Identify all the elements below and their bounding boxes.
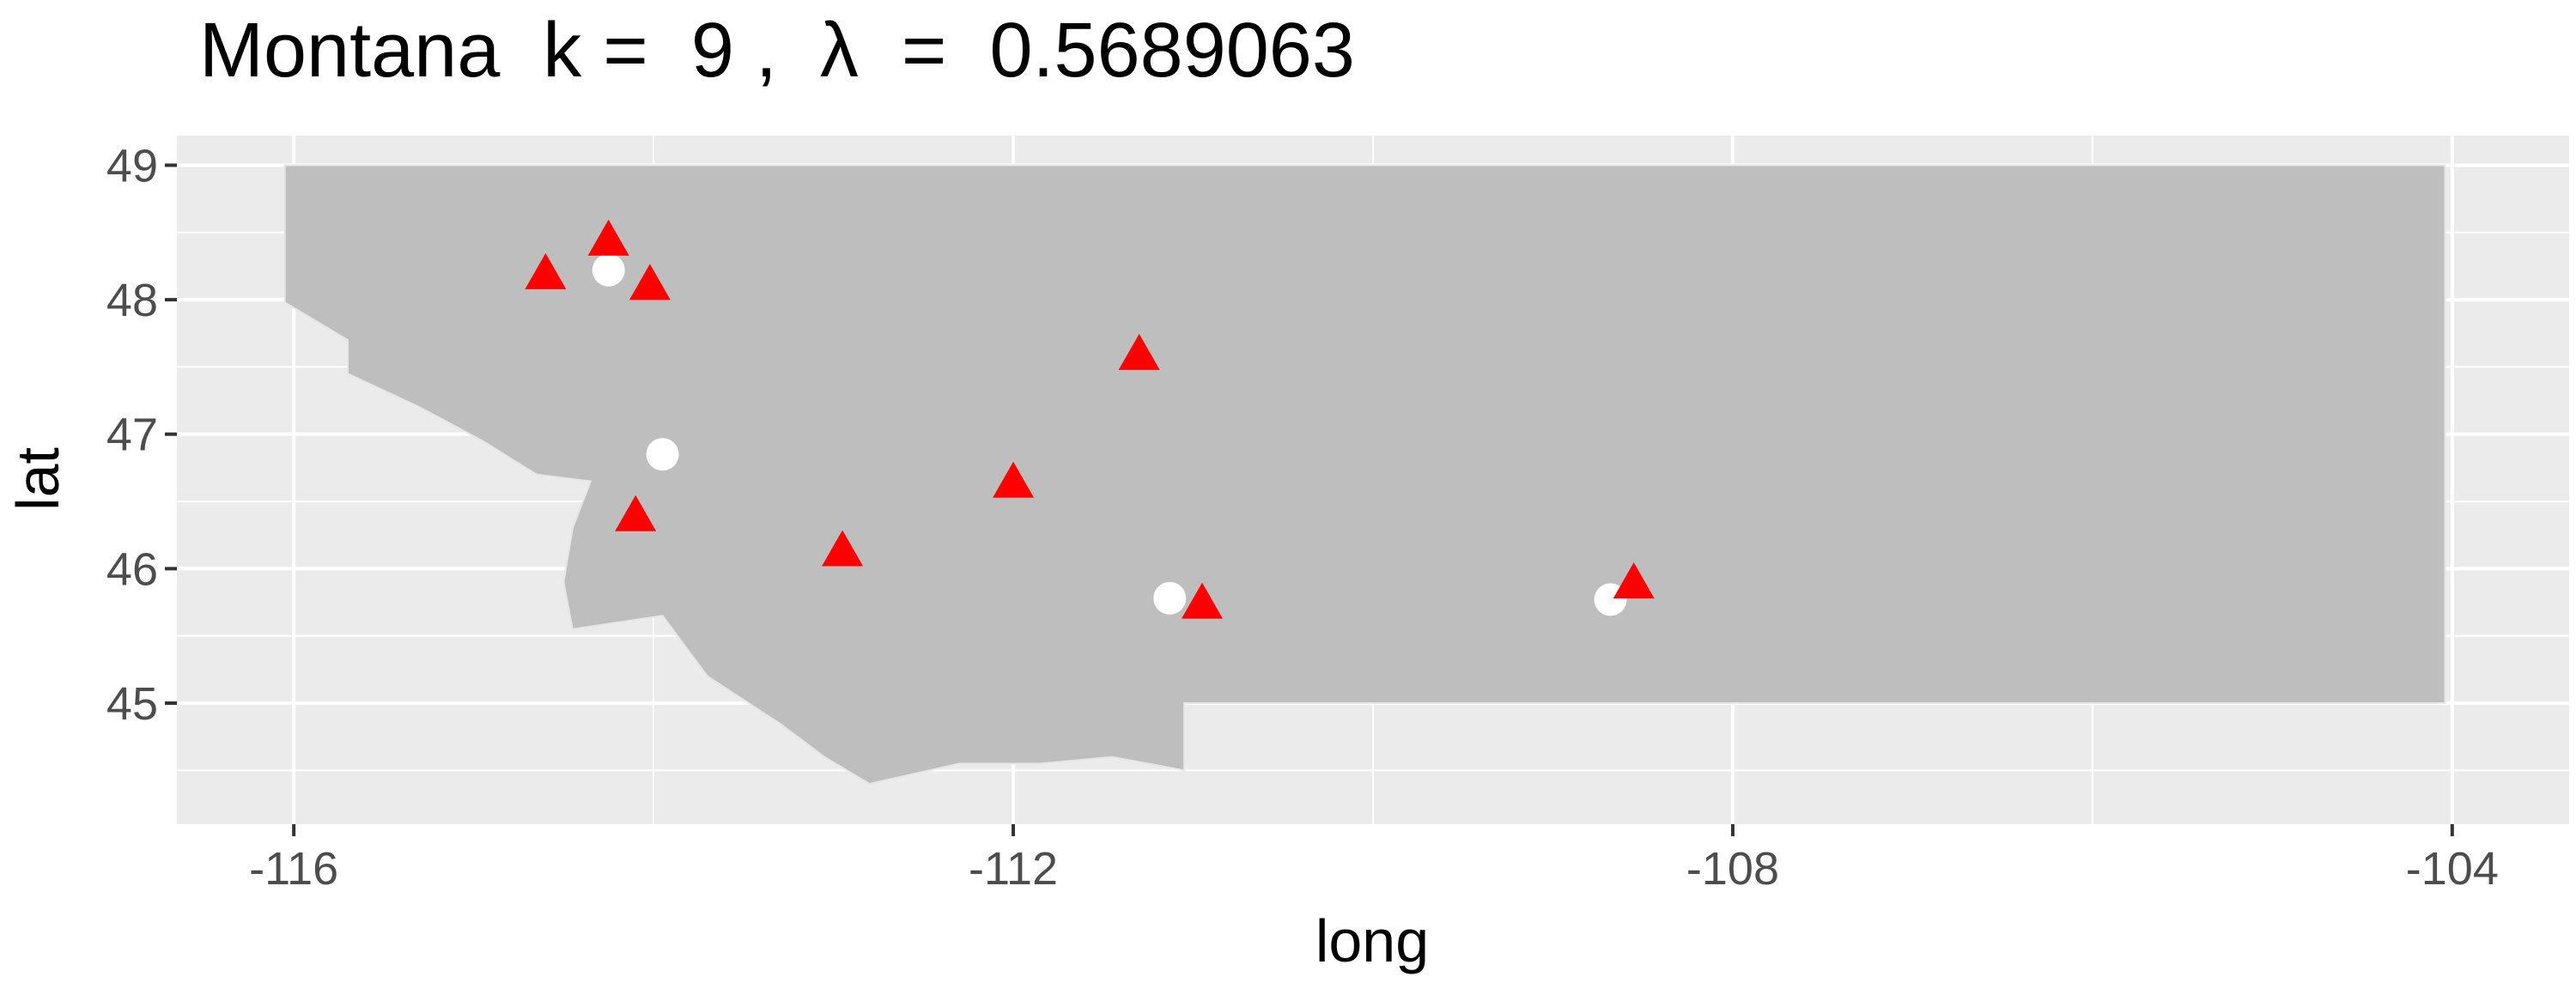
- y-axis-label: lat: [4, 447, 71, 511]
- circle-point: [1153, 581, 1187, 615]
- triangle-point: [1613, 562, 1655, 599]
- triangle-point: [615, 494, 657, 531]
- x-tick-label: -112: [969, 843, 1058, 895]
- triangle-point: [587, 219, 629, 256]
- state-outline: [283, 164, 2446, 786]
- triangle-point: [993, 461, 1035, 498]
- state-region: [283, 164, 2446, 786]
- triangle-point: [1182, 582, 1223, 619]
- triangle-point: [629, 264, 671, 300]
- y-axis: 45 46 47 48 49: [106, 140, 177, 730]
- triangle-point: [1118, 333, 1160, 370]
- x-tick-label: -116: [249, 843, 338, 895]
- x-axis-label: long: [1315, 907, 1429, 974]
- triangle-point: [525, 252, 567, 289]
- chart-title: Montana k = 9 , λ = 0.5689063: [199, 8, 1355, 94]
- data-points: [525, 219, 1655, 619]
- y-tick-label: 47: [106, 410, 158, 461]
- y-tick-label: 48: [106, 275, 158, 326]
- y-tick-label: 49: [106, 140, 158, 191]
- y-tick-label: 45: [106, 678, 158, 730]
- x-tick-label: -104: [2406, 843, 2499, 895]
- x-tick-label: -108: [1686, 843, 1779, 895]
- triangle-point: [822, 530, 864, 567]
- y-tick-label: 46: [106, 543, 158, 595]
- circle-point: [646, 438, 679, 471]
- circle-point: [592, 253, 625, 287]
- x-axis: -116 -112 -108 -104: [249, 824, 2499, 895]
